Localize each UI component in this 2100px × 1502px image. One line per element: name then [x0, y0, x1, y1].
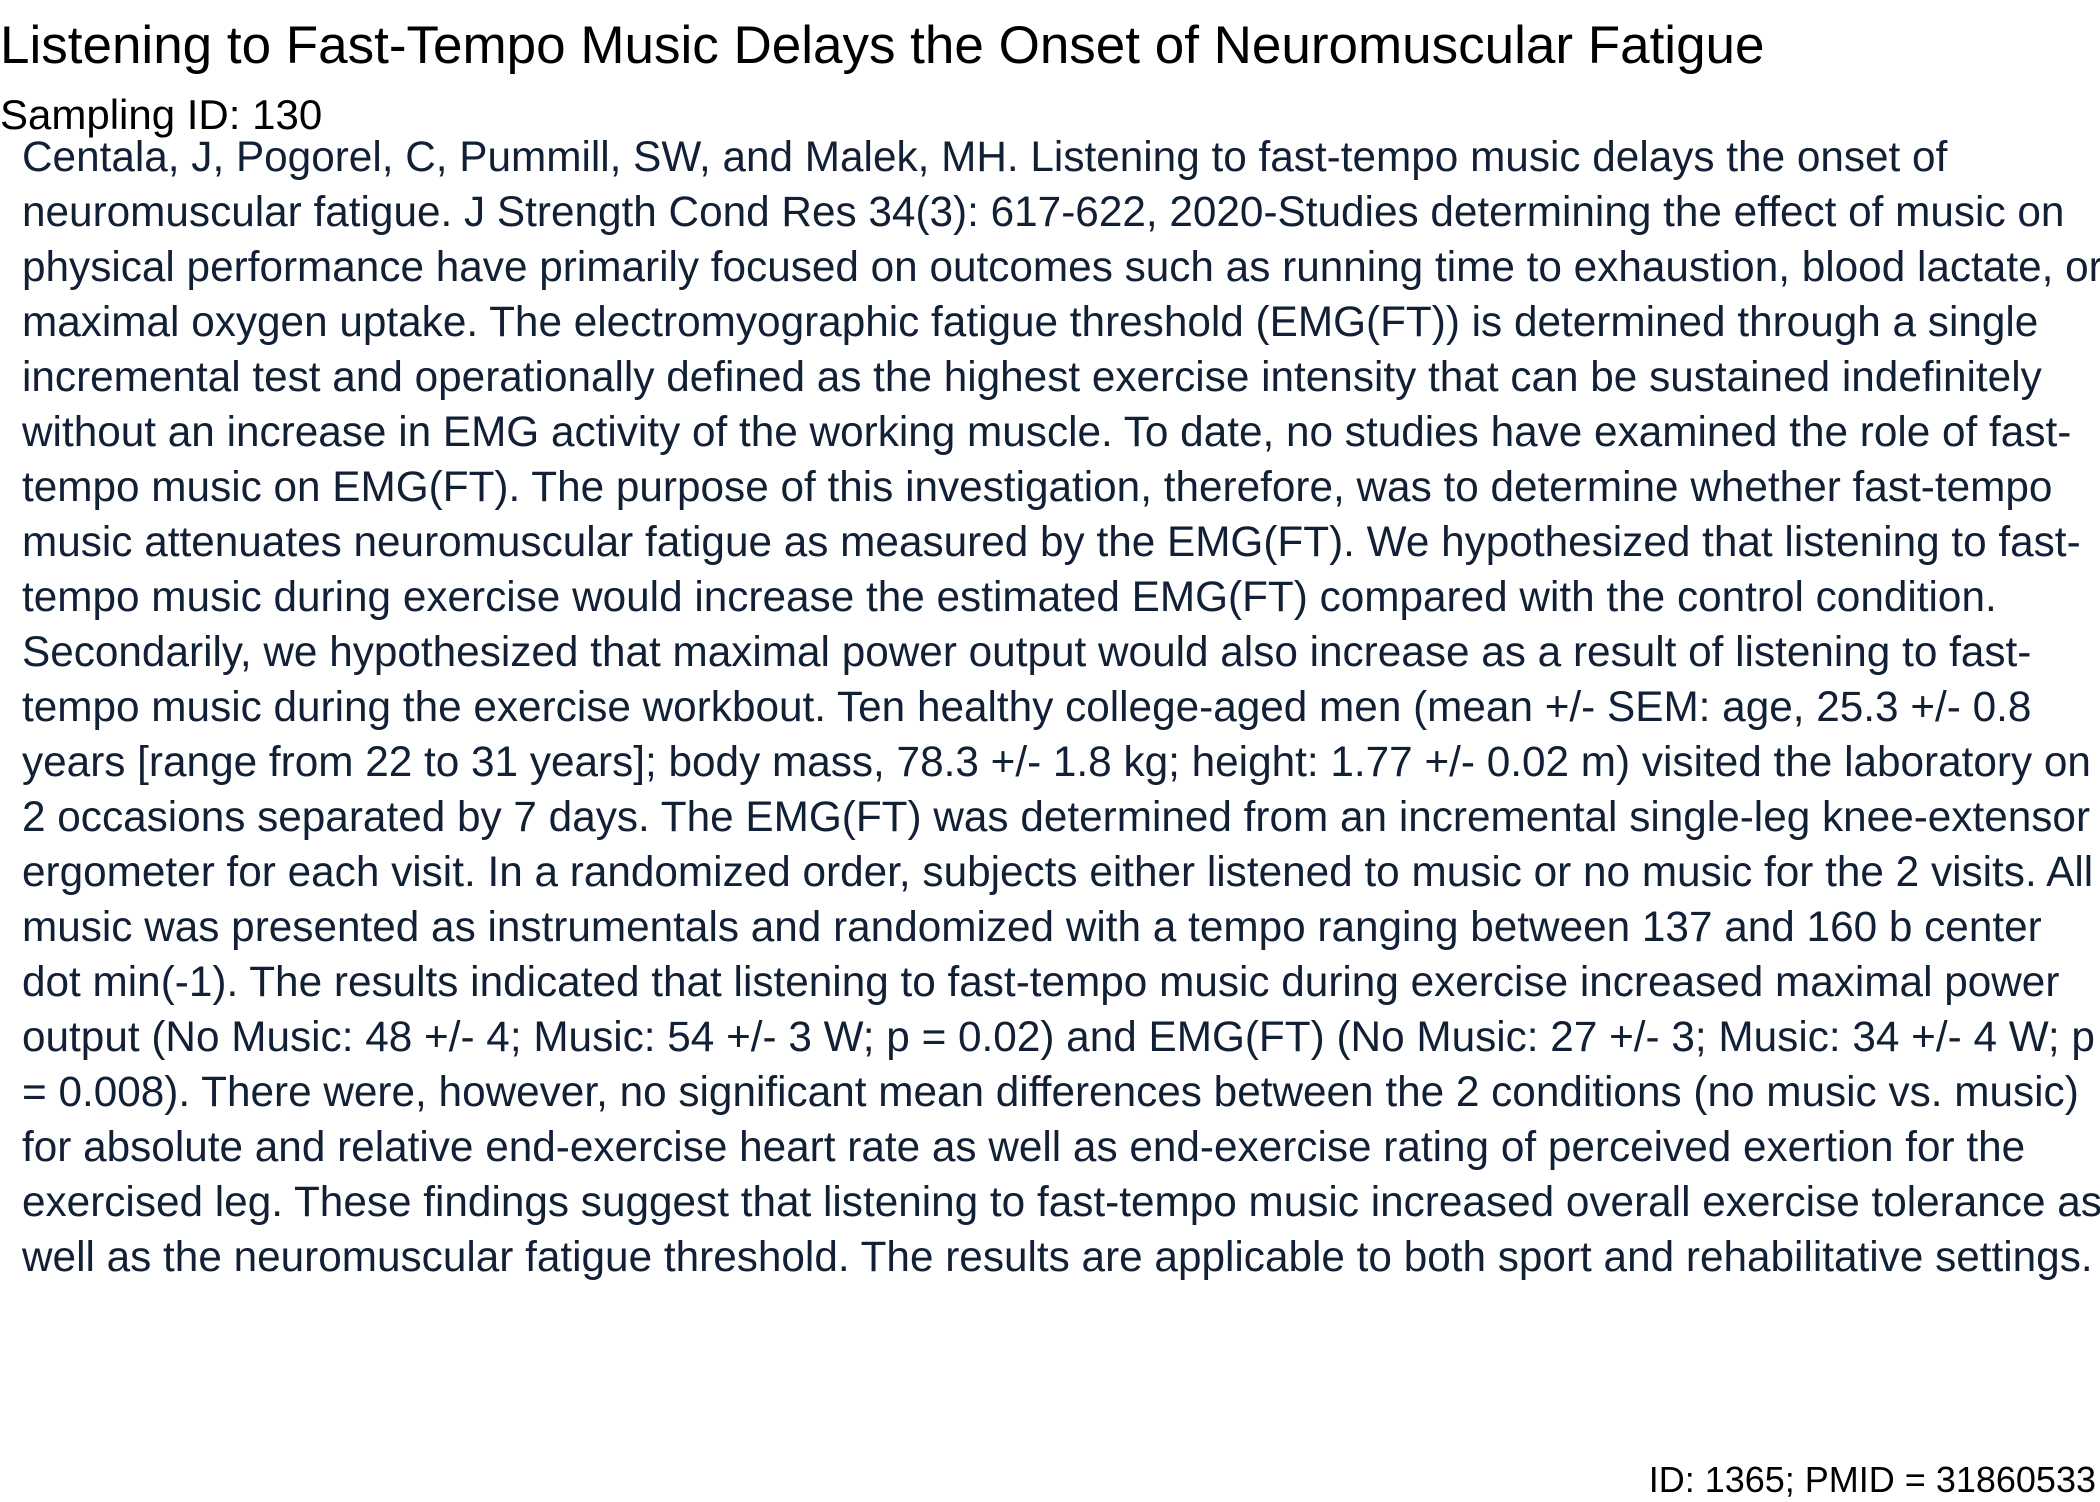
document-title: Listening to Fast-Tempo Music Delays the… [0, 16, 1765, 75]
record-id: ID: 1365; PMID = 31860533 [1648, 1459, 2096, 1500]
sampling-id: Sampling ID: 130 [0, 91, 323, 138]
abstract-text: Centala, J, Pogorel, C, Pummill, SW, and… [22, 133, 2100, 1280]
